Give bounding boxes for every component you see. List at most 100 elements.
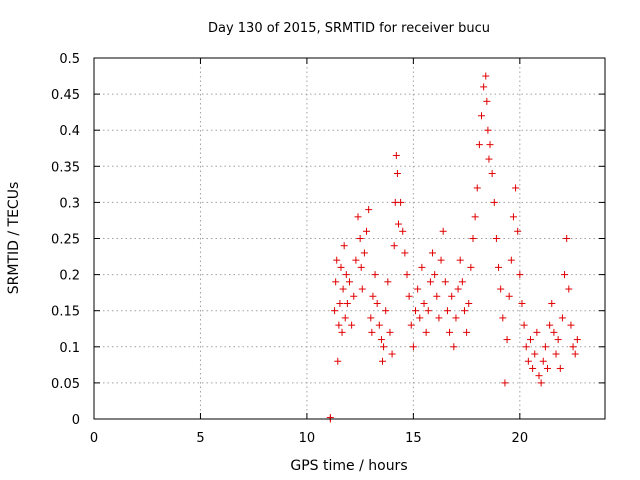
data-point bbox=[539, 357, 547, 365]
x-tick-labels: 0 5 10 15 20 bbox=[90, 431, 528, 446]
y-tick-label: 0 bbox=[72, 413, 80, 428]
data-point bbox=[460, 307, 468, 315]
y-tick-label: 0.5 bbox=[59, 52, 80, 67]
data-point bbox=[505, 292, 513, 300]
data-point bbox=[348, 321, 356, 329]
data-point bbox=[333, 256, 341, 264]
data-point bbox=[431, 271, 439, 279]
data-point bbox=[485, 155, 493, 163]
data-point bbox=[377, 336, 385, 344]
data-point bbox=[403, 271, 411, 279]
data-point bbox=[454, 285, 462, 293]
data-point bbox=[565, 285, 573, 293]
data-point bbox=[380, 343, 388, 351]
data-point bbox=[475, 141, 483, 149]
data-point bbox=[393, 170, 401, 178]
data-point bbox=[520, 321, 528, 329]
data-point bbox=[561, 271, 569, 279]
data-point bbox=[443, 307, 451, 315]
data-point bbox=[441, 278, 449, 286]
data-point bbox=[331, 307, 339, 315]
data-point bbox=[469, 235, 477, 242]
y-tick-label: 0.35 bbox=[51, 160, 80, 175]
data-point bbox=[544, 364, 552, 372]
y-tick-label: 0.3 bbox=[59, 196, 80, 211]
data-point bbox=[390, 242, 398, 250]
data-point bbox=[405, 292, 413, 300]
data-point bbox=[339, 285, 347, 293]
data-point bbox=[422, 328, 430, 336]
data-point bbox=[463, 328, 471, 336]
data-point bbox=[467, 263, 475, 271]
data-point bbox=[335, 321, 343, 329]
data-point bbox=[384, 278, 392, 286]
data-point bbox=[499, 314, 507, 322]
data-point bbox=[360, 249, 368, 257]
data-point bbox=[524, 357, 532, 365]
x-tick-label: 10 bbox=[299, 431, 316, 446]
y-tick-label: 0.4 bbox=[59, 124, 80, 139]
x-tick-label: 20 bbox=[512, 431, 529, 446]
tick-marks bbox=[93, 57, 605, 420]
data-point bbox=[426, 278, 434, 286]
data-point bbox=[448, 292, 456, 300]
data-point bbox=[518, 299, 526, 307]
data-point bbox=[407, 321, 415, 329]
y-tick-label: 0.25 bbox=[51, 233, 80, 248]
data-point bbox=[342, 271, 350, 279]
data-point bbox=[424, 307, 432, 315]
data-point bbox=[437, 256, 445, 264]
x-tick-label: 5 bbox=[196, 431, 204, 446]
y-tick-label: 0.2 bbox=[59, 269, 80, 284]
x-axis-title: GPS time / hours bbox=[290, 458, 407, 474]
data-point bbox=[416, 314, 424, 322]
data-point bbox=[352, 256, 360, 264]
data-point bbox=[357, 263, 365, 271]
data-point bbox=[563, 235, 571, 242]
data-point bbox=[571, 350, 579, 358]
data-point bbox=[456, 256, 464, 264]
data-point bbox=[482, 72, 490, 80]
data-point bbox=[537, 379, 545, 387]
data-point bbox=[488, 170, 496, 178]
data-point bbox=[394, 220, 402, 228]
data-point bbox=[420, 299, 428, 307]
y-tick-label: 0.15 bbox=[51, 305, 80, 320]
data-point bbox=[433, 292, 441, 300]
data-point bbox=[326, 414, 334, 422]
data-point bbox=[414, 285, 422, 293]
data-point bbox=[363, 227, 371, 235]
data-point bbox=[512, 184, 520, 192]
data-point bbox=[409, 343, 417, 351]
data-point bbox=[497, 285, 505, 293]
data-point bbox=[503, 336, 511, 344]
y-tick-label: 0.05 bbox=[51, 377, 80, 392]
data-point bbox=[346, 278, 353, 286]
data-point bbox=[388, 350, 396, 358]
data-point bbox=[507, 256, 515, 264]
data-point bbox=[392, 151, 400, 159]
data-point bbox=[516, 271, 524, 279]
data-point bbox=[382, 307, 390, 315]
data-point bbox=[514, 227, 522, 235]
data-point bbox=[397, 198, 405, 206]
data-point bbox=[567, 321, 575, 329]
y-tick-labels: 0 0.05 0.1 0.15 0.2 0.25 0.3 0.35 0.4 0.45 0.5 bbox=[51, 52, 80, 428]
data-point bbox=[356, 235, 364, 242]
data-point bbox=[412, 307, 420, 315]
data-point bbox=[526, 336, 534, 344]
data-point bbox=[550, 328, 558, 336]
data-point bbox=[546, 321, 554, 329]
data-point bbox=[375, 321, 383, 329]
data-point bbox=[486, 141, 494, 149]
data-point bbox=[458, 278, 466, 286]
y-axis-title: SRMTID / TECUs bbox=[6, 182, 22, 295]
data-point bbox=[569, 343, 577, 351]
data-point bbox=[336, 299, 344, 307]
data-point bbox=[334, 357, 342, 365]
data-point bbox=[573, 336, 581, 344]
data-point bbox=[350, 292, 358, 300]
data-point bbox=[429, 249, 437, 257]
data-point bbox=[401, 249, 409, 257]
data-point bbox=[552, 350, 560, 358]
